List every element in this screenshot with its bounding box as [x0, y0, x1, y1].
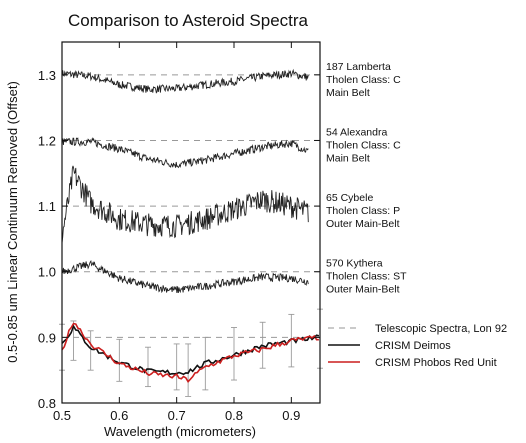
x-tick-label: 0.6	[110, 408, 128, 423]
legend: Telescopic Spectra, Lon 92 CRISM Deimos CR…	[328, 323, 507, 369]
asteroid-spectrum	[61, 68, 309, 94]
plot-frame	[61, 41, 321, 404]
x-tick-label: 0.5	[53, 408, 71, 423]
asteroid-label-line: Outer Main-Belt	[326, 284, 400, 296]
x-tick-label: 0.7	[168, 408, 186, 423]
legend-label: CRISM Deimos	[375, 340, 451, 352]
y-axis-label: 0.5-0.85 um Linear Continuum Removed (Of…	[5, 81, 20, 363]
asteroid-label-line: Main Belt	[326, 152, 370, 164]
x-tick-label: 0.8	[225, 408, 243, 423]
legend-label: CRISM Phobos Red Unit	[375, 357, 497, 369]
asteroid-spectrum	[61, 137, 309, 169]
y-tick-label: 1.1	[38, 199, 56, 214]
series-group	[59, 68, 323, 397]
asteroid-label-line: 54 Alexandra	[326, 126, 387, 138]
asteroid-label-line: 65 Cybele	[326, 192, 373, 204]
y-tick-label: 0.8	[38, 396, 56, 411]
chart-title: Comparison to Asteroid Spectra	[68, 11, 309, 30]
asteroid-label-line: Tholen Class: C	[326, 139, 401, 151]
asteroid-label-line: Tholen Class: C	[326, 74, 401, 86]
legend-label: Telescopic Spectra, Lon 92	[375, 323, 507, 335]
asteroid-label-line: Main Belt	[326, 87, 370, 99]
y-axis: 0.8 0.9 1.0 1.1 1.2 1.3	[38, 68, 320, 411]
asteroid-spectrum	[61, 259, 309, 294]
asteroid-label-line: Outer Main-Belt	[326, 218, 400, 230]
asteroid-label-line: 570 Kythera	[326, 258, 383, 270]
asteroid-spectrum	[61, 165, 309, 244]
y-tick-label: 0.9	[38, 330, 56, 345]
x-axis: 0.5 0.6 0.7 0.8 0.9	[53, 42, 300, 423]
asteroid-label-line: Tholen Class: ST	[326, 271, 407, 283]
y-tick-label: 1.0	[38, 265, 56, 280]
asteroid-label-line: Tholen Class: P	[326, 205, 400, 217]
y-tick-label: 1.2	[38, 133, 56, 148]
series-line	[61, 322, 319, 384]
asteroid-label-line: 187 Lamberta	[326, 61, 391, 73]
y-tick-label: 1.3	[38, 68, 56, 83]
series-line	[61, 324, 320, 376]
x-axis-label: Wavelength (micrometers)	[104, 424, 256, 439]
x-tick-label: 0.9	[282, 408, 300, 423]
